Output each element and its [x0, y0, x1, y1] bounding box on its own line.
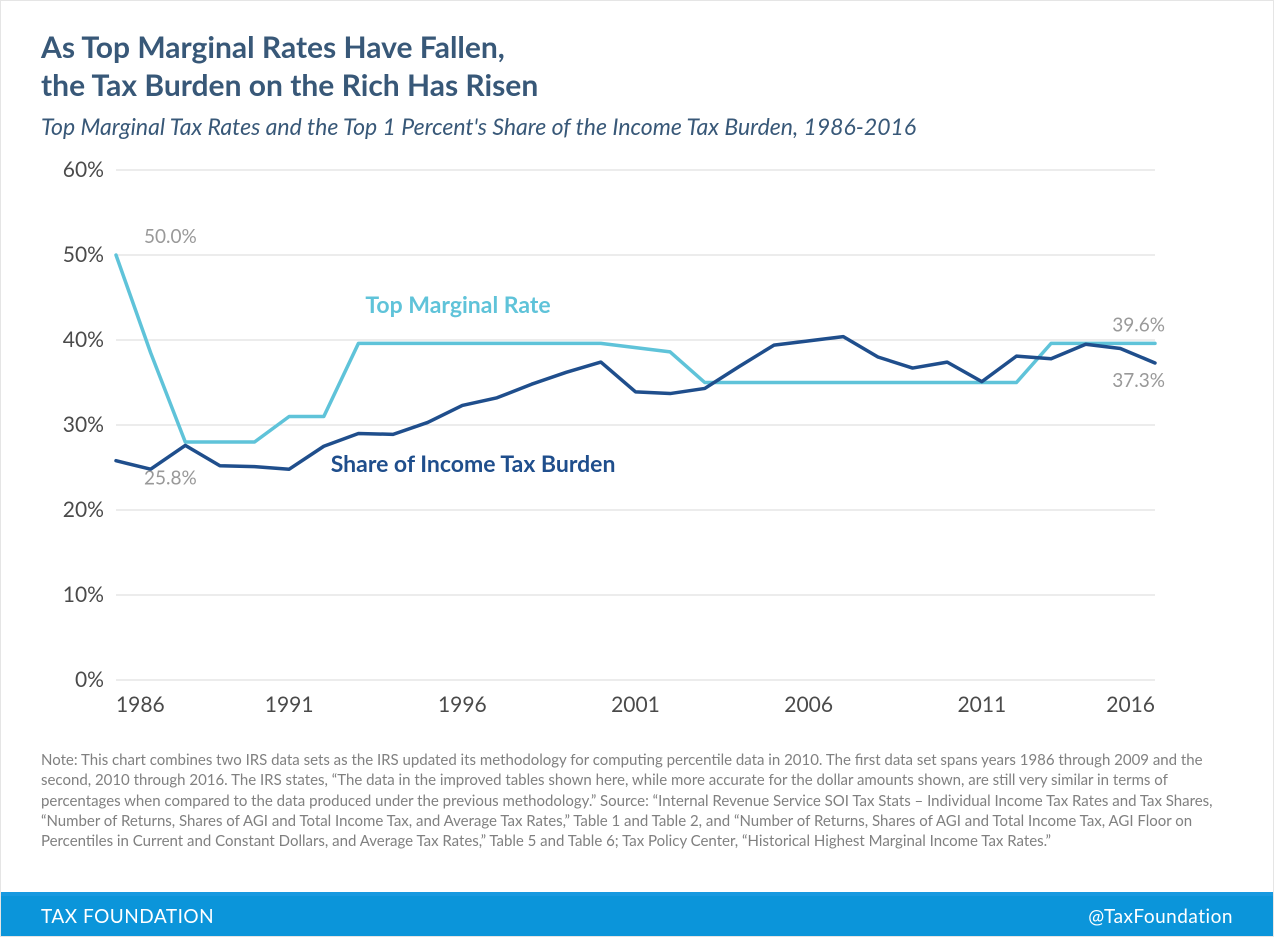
line-chart: 0% 10% 20% 30% 40% 50% 60% 1986 1991 1996 2001 2006… [41, 160, 1233, 730]
x-tick-label: 2011 [957, 692, 1006, 717]
chart-container: { "title_line1": "As Top Marginal Rates … [0, 0, 1274, 937]
y-tick-label: 60% [63, 160, 104, 182]
y-tick-label: 20% [63, 497, 104, 522]
top-marginal-start-label: 50.0% [144, 225, 197, 248]
y-tick-label: 10% [63, 582, 104, 607]
top-marginal-line [116, 255, 1155, 442]
chart-note: Note: This chart combines two IRS data s… [1, 730, 1273, 851]
chart-title: As Top Marginal Rates Have Fallen, the T… [1, 1, 1273, 104]
x-tick-label: 1986 [116, 692, 165, 717]
x-tick-label: 2016 [1106, 692, 1155, 717]
share-burden-start-label: 25.8% [144, 467, 197, 490]
footer-handle: @TaxFoundation [1088, 905, 1233, 928]
y-tick-label: 40% [63, 327, 104, 352]
footer-bar: TAX FOUNDATION @TaxFoundation [1, 892, 1273, 936]
x-tick-label: 1996 [438, 692, 487, 717]
top-marginal-end-label: 39.6% [1112, 313, 1165, 336]
chart-subtitle: Top Marginal Tax Rates and the Top 1 Per… [1, 104, 1273, 140]
share-burden-label: Share of Income Tax Burden [331, 449, 616, 477]
y-tick-label: 30% [63, 412, 104, 437]
footer-main: TAX FOUNDATION @TaxFoundation [1, 896, 1273, 936]
share-burden-end-label: 37.3% [1112, 369, 1165, 392]
y-tick-label: 0% [75, 667, 104, 692]
chart-svg: 0% 10% 20% 30% 40% 50% 60% 1986 1991 1996 2001 2006… [41, 160, 1235, 730]
x-tick-label: 1991 [265, 692, 314, 717]
y-tick-label: 50% [63, 242, 104, 267]
share-burden-line [116, 337, 1155, 470]
title-line-2: the Tax Burden on the Rich Has Risen [41, 67, 538, 103]
top-marginal-label: Top Marginal Rate [365, 290, 550, 318]
x-tick-label: 2006 [784, 692, 833, 717]
footer-brand: TAX FOUNDATION [41, 905, 214, 928]
x-tick-label: 2001 [611, 692, 660, 717]
title-line-1: As Top Marginal Rates Have Fallen, [41, 29, 505, 65]
